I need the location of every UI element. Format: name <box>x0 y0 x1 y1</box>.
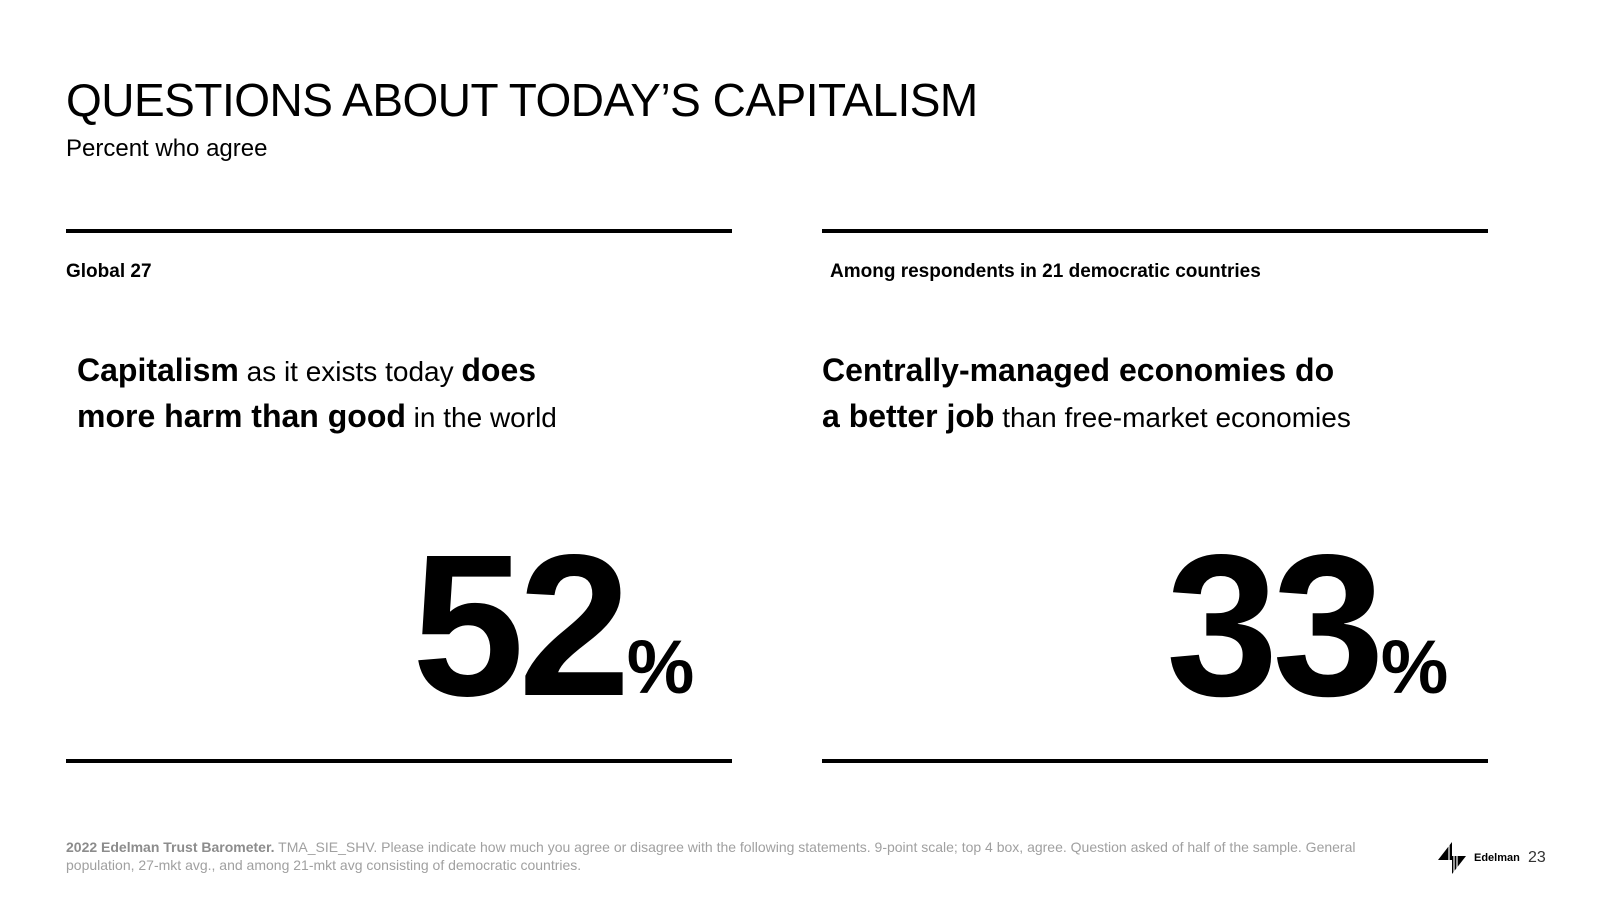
statement-bold-text: Capitalism <box>77 352 239 388</box>
left-panel-bottom-rule <box>66 759 732 763</box>
edelman-logo-icon <box>1436 840 1472 876</box>
slide-subtitle: Percent who agree <box>66 135 268 162</box>
statement-bold-text: does <box>461 352 537 388</box>
source-footnote: 2022 Edelman Trust Barometer. TMA_SIE_SH… <box>66 838 1366 874</box>
left-panel-label: Global 27 <box>66 261 152 282</box>
right-panel-top-rule <box>822 229 1488 233</box>
statement-bold-text: a better job <box>822 398 995 434</box>
right-panel-bottom-rule <box>822 759 1488 763</box>
stat-value: 33 <box>1166 512 1385 738</box>
statement-text: in the world <box>405 402 557 433</box>
source-note: TMA_SIE_SHV. Please indicate how much yo… <box>66 839 1356 873</box>
left-panel-stat: 52% <box>412 512 695 738</box>
right-panel-label: Among respondents in 21 democratic count… <box>830 261 1261 282</box>
statement-bold-text: more harm than good <box>77 398 406 434</box>
statement-text: than free-market economies <box>994 402 1351 433</box>
stat-unit: % <box>626 625 695 710</box>
slide-title: QUESTIONS ABOUT TODAY’S CAPITALISM <box>66 74 978 126</box>
left-panel-top-rule <box>66 229 732 233</box>
right-panel-statement: Centrally-managed economies do a better … <box>822 348 1351 440</box>
stat-unit: % <box>1380 625 1449 710</box>
stat-value: 52 <box>412 512 631 738</box>
left-panel-statement: Capitalism as it exists today does more … <box>77 348 557 440</box>
statement-text: as it exists today <box>238 356 462 387</box>
page-number: 23 <box>1528 849 1546 866</box>
right-panel-stat: 33% <box>1166 512 1449 738</box>
brand-name: Edelman <box>1474 852 1520 864</box>
statement-bold-text: Centrally-managed economies do <box>822 352 1335 388</box>
edelman-logo: Edelman <box>1436 840 1520 876</box>
source-title: 2022 Edelman Trust Barometer. <box>66 839 275 855</box>
